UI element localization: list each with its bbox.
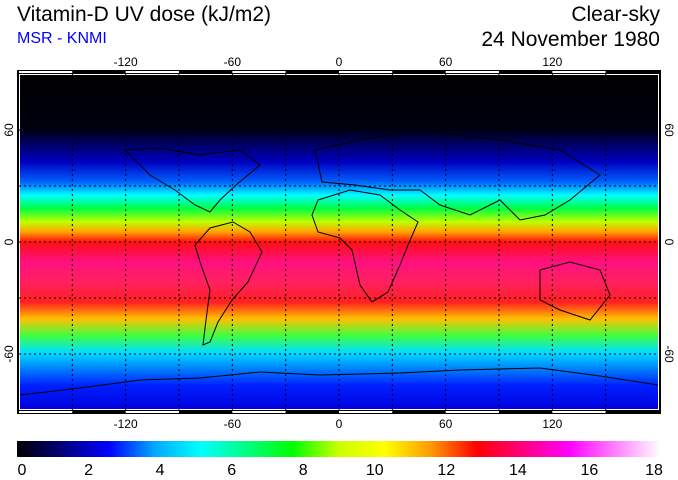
date-label: 24 November 1980	[481, 28, 660, 51]
lon-tick-label-top: 60	[439, 55, 453, 69]
lat-tick-label-left: 60	[2, 123, 16, 137]
lon-tick-label-top: -120	[114, 55, 138, 69]
map-border-scale	[19, 71, 659, 413]
colorbar-tick-label: 14	[509, 462, 527, 479]
lat-tick-label-right: 0	[662, 239, 676, 246]
lon-tick-label-bottom: -60	[224, 417, 242, 431]
border-segment	[605, 411, 659, 413]
coast-north-america	[123, 147, 261, 213]
border-segment	[499, 71, 553, 73]
border-segment	[445, 411, 499, 413]
colorbar-tick-label: 12	[437, 462, 455, 479]
border-segment	[19, 411, 73, 413]
lon-tick-label-bottom: -120	[114, 417, 138, 431]
colorbar-tick-label: 18	[645, 462, 663, 479]
border-segment	[232, 411, 286, 413]
border-segment	[392, 411, 446, 413]
lat-tick-label-left: 0	[2, 238, 16, 245]
border-segment	[19, 71, 73, 73]
graticule	[19, 74, 659, 410]
colorbar-tick-label: 6	[227, 462, 236, 479]
lon-tick-label-top: 0	[336, 55, 343, 69]
lon-tick-label-bottom: 60	[439, 417, 453, 431]
border-segment	[125, 411, 179, 413]
colorbar-tick-label: 10	[366, 462, 384, 479]
colorbar	[17, 441, 661, 457]
condition-label: Clear-sky	[571, 3, 660, 26]
border-segment	[125, 71, 179, 73]
border-segment	[179, 411, 233, 413]
colorbar-tick-label: 8	[299, 462, 308, 479]
lat-tick-label-right: -60	[662, 345, 676, 363]
border-segment	[339, 71, 393, 73]
border-segment	[552, 411, 606, 413]
coastlines	[19, 129, 659, 396]
coast-australia	[539, 261, 611, 321]
border-segment	[285, 411, 339, 413]
border-segment	[605, 71, 659, 73]
border-segment	[232, 71, 286, 73]
border-segment	[339, 411, 393, 413]
colorbar-tick-label: 2	[84, 462, 93, 479]
border-segment	[72, 411, 126, 413]
lon-tick-label-top: -60	[224, 55, 242, 69]
border-segment	[179, 71, 233, 73]
lat-tick-label-right: 60	[662, 123, 676, 137]
lat-tick-label-left: -60	[2, 345, 16, 363]
colorbar-tick-label: 0	[18, 462, 27, 479]
border-segment	[552, 71, 606, 73]
lon-tick-label-bottom: 120	[542, 417, 562, 431]
coast-antarctica	[19, 367, 659, 396]
border-segment	[72, 71, 126, 73]
border-segment	[285, 71, 339, 73]
coast-eurasia	[314, 129, 601, 221]
border-segment	[392, 71, 446, 73]
coast-africa	[311, 189, 419, 303]
colorbar-tick-label: 4	[156, 462, 165, 479]
map-title: Vitamin-D UV dose (kJ/m2)	[17, 3, 272, 26]
colorbar-tick-label: 16	[581, 462, 599, 479]
source-label: MSR - KNMI	[17, 30, 107, 47]
border-segment	[445, 71, 499, 73]
border-segment	[499, 411, 553, 413]
lon-tick-label-bottom: 0	[336, 417, 343, 431]
coast-south-america	[194, 221, 263, 346]
lon-tick-label-top: 120	[542, 55, 562, 69]
